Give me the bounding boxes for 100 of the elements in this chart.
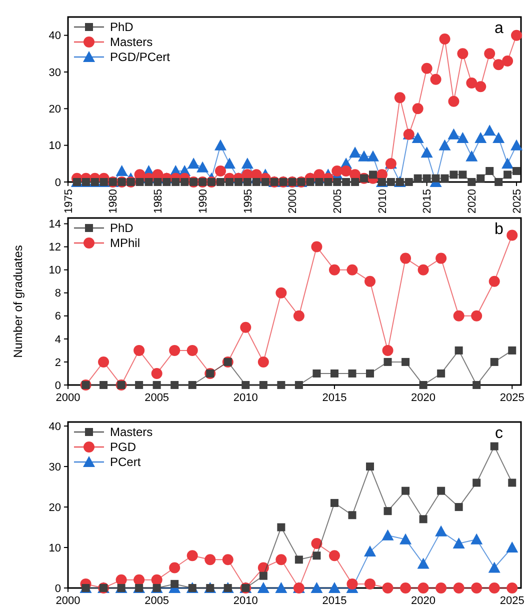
- point: [492, 132, 505, 143]
- x-tick-label: 2020: [466, 189, 479, 214]
- point: [186, 344, 198, 356]
- point: [306, 178, 314, 186]
- y-tick-label: 2: [54, 356, 61, 369]
- point: [404, 178, 413, 186]
- y-tick-label: 6: [54, 310, 61, 323]
- x-tick-label: 2025: [500, 392, 524, 404]
- point: [438, 139, 451, 150]
- point: [452, 537, 465, 548]
- point: [502, 56, 514, 66]
- point: [419, 515, 428, 524]
- legend-label: Masters: [110, 425, 153, 440]
- x-tick-label: 2025: [511, 189, 524, 214]
- point: [493, 59, 504, 70]
- point: [506, 230, 518, 241]
- point: [223, 158, 236, 169]
- point: [400, 252, 412, 264]
- point: [180, 178, 189, 186]
- point: [457, 48, 468, 60]
- y-tick-label: 40: [48, 30, 61, 42]
- point: [222, 554, 234, 566]
- point: [471, 582, 482, 594]
- point: [225, 178, 234, 186]
- point: [346, 264, 358, 276]
- point: [277, 523, 286, 532]
- y-tick-label: 10: [48, 140, 61, 152]
- point: [400, 582, 412, 594]
- point: [170, 381, 179, 389]
- point: [351, 178, 360, 186]
- x-tick-label: 2020: [411, 392, 436, 404]
- point: [170, 580, 179, 588]
- point: [294, 556, 303, 564]
- point: [276, 554, 287, 566]
- y-tick-label: 10: [48, 542, 61, 554]
- point: [418, 582, 429, 594]
- point: [172, 178, 180, 186]
- point: [453, 310, 464, 322]
- legend-label: PGD: [110, 440, 136, 454]
- point: [417, 558, 430, 569]
- point: [328, 582, 340, 593]
- point: [512, 167, 521, 175]
- point: [188, 381, 196, 389]
- point: [382, 344, 394, 356]
- point: [439, 34, 450, 44]
- point: [384, 358, 392, 366]
- point: [506, 542, 518, 553]
- point: [494, 178, 503, 186]
- point: [315, 178, 324, 186]
- point: [472, 381, 481, 389]
- point: [488, 562, 500, 573]
- point: [384, 507, 392, 516]
- point: [358, 150, 370, 162]
- point: [412, 103, 424, 114]
- point: [151, 368, 162, 379]
- x-tick-label: 2005: [144, 392, 170, 404]
- point: [504, 170, 512, 179]
- point: [440, 174, 449, 182]
- point: [418, 264, 429, 276]
- point: [450, 170, 458, 179]
- point: [234, 178, 242, 186]
- point: [257, 582, 270, 593]
- point: [366, 150, 379, 162]
- point: [400, 533, 412, 544]
- point: [412, 132, 424, 143]
- point: [458, 170, 467, 179]
- point: [116, 574, 127, 586]
- point: [468, 178, 476, 186]
- y-tick-label: 20: [48, 104, 61, 116]
- y-tick-label: 0: [54, 176, 61, 189]
- point: [490, 442, 498, 450]
- point: [243, 178, 252, 186]
- point: [364, 546, 376, 557]
- point: [437, 369, 446, 378]
- point: [484, 124, 496, 136]
- point: [436, 582, 447, 594]
- x-tick-label: 2005: [144, 595, 170, 607]
- point: [169, 344, 180, 356]
- point: [471, 310, 482, 322]
- legend-label: PhD: [110, 221, 134, 236]
- point: [346, 578, 358, 590]
- annotation: a: [494, 20, 504, 37]
- y-tick-label: 0: [54, 582, 61, 595]
- point: [277, 381, 286, 389]
- annotation: b: [494, 221, 504, 238]
- point: [364, 578, 376, 590]
- point: [430, 74, 442, 85]
- point: [382, 582, 394, 594]
- point: [348, 369, 356, 378]
- point: [196, 161, 209, 172]
- point: [382, 529, 394, 540]
- point: [348, 511, 356, 520]
- point: [136, 178, 144, 186]
- point: [364, 276, 376, 287]
- point: [116, 165, 128, 176]
- y-tick-label: 30: [48, 66, 61, 79]
- point: [98, 356, 110, 368]
- point: [328, 264, 340, 276]
- x-tick-label: 2015: [322, 392, 347, 404]
- point: [100, 381, 108, 389]
